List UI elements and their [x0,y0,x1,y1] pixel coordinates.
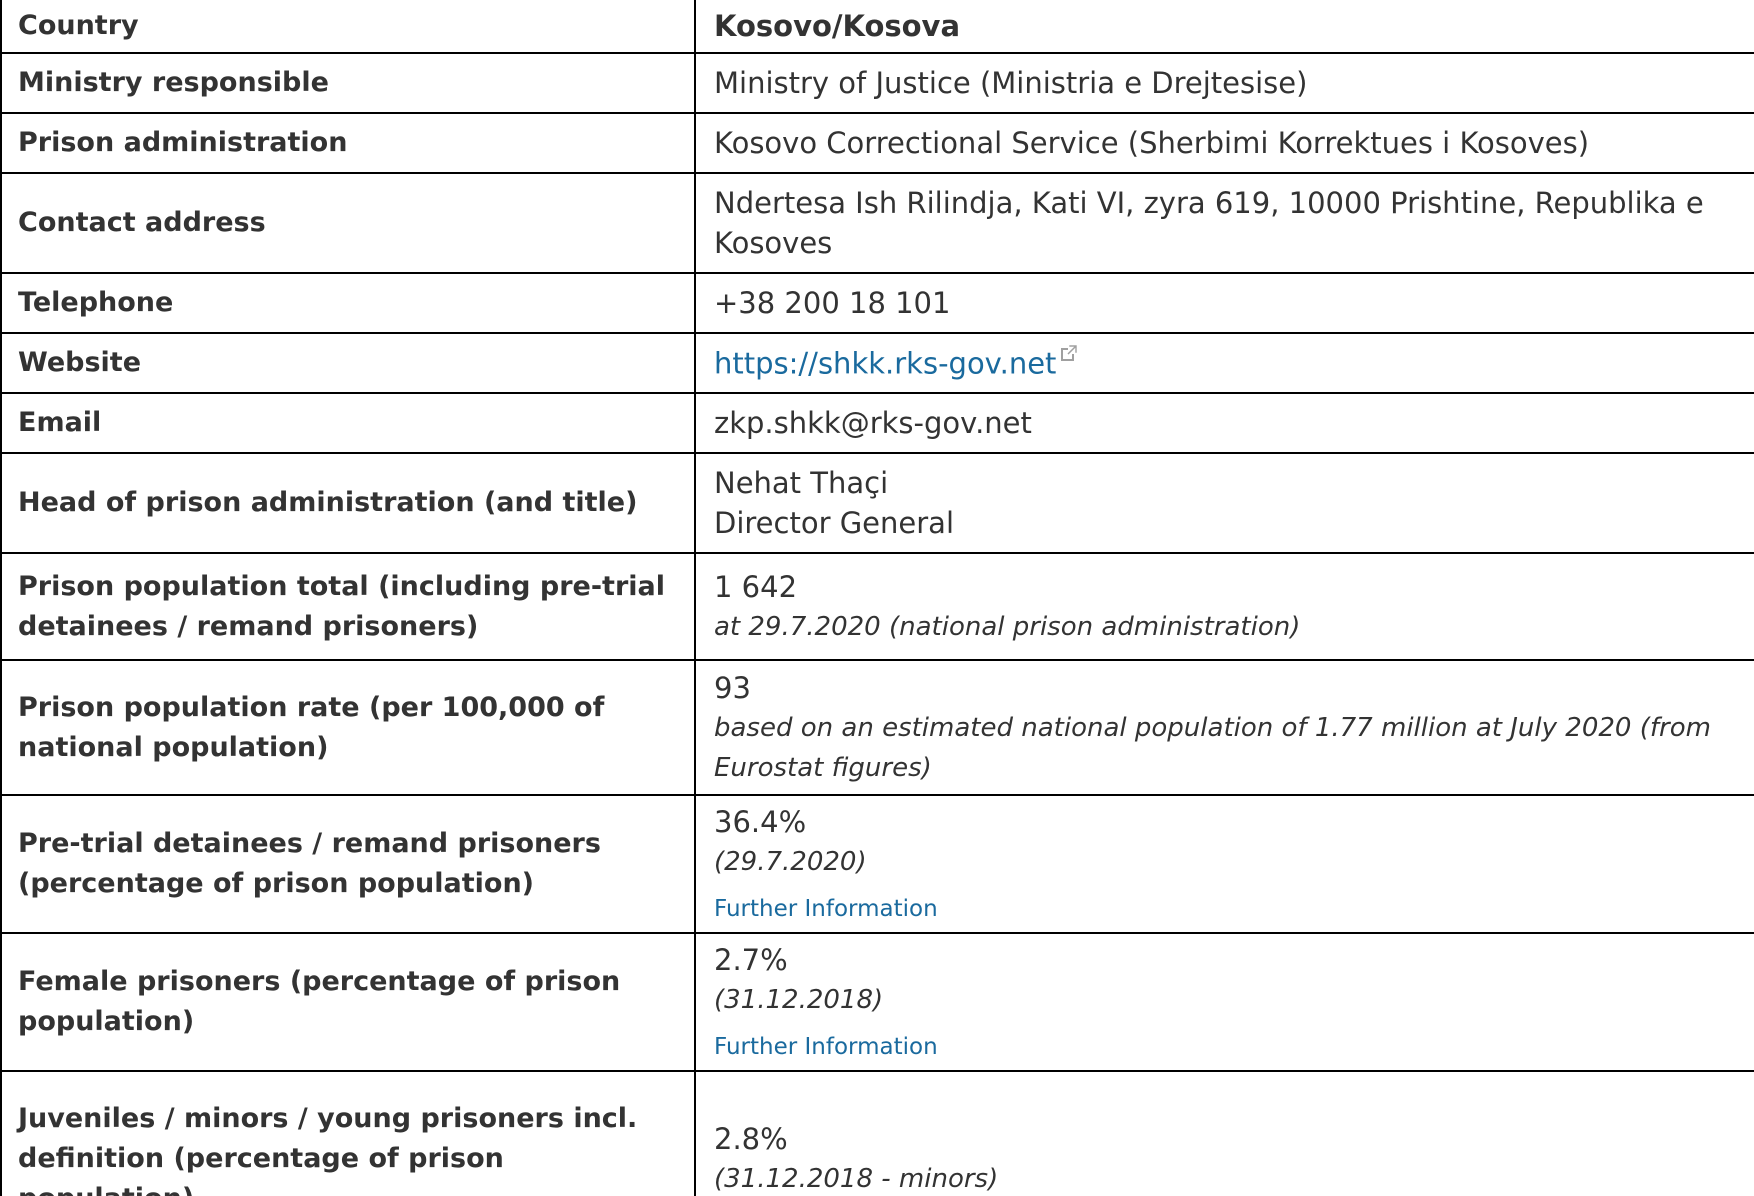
pretrial-value: 36.4% [714,805,807,839]
juveniles-note: (31.12.2018 - minors) [714,1164,999,1194]
row-label-female: Female prisoners (percentage of prison p… [0,932,696,1072]
email-value: zkp.shkk@rks-gov.net [714,406,1032,440]
table-row: Country Kosovo/Kosova [0,0,1754,54]
table-row: Female prisoners (percentage of prison p… [0,932,1754,1072]
row-label-website: Website [0,332,696,394]
female-value: 2.7% [714,943,788,977]
website-link[interactable]: https://shkk.rks-gov.net [714,346,1057,381]
row-label-population-rate: Prison population rate (per 100,000 of n… [0,659,696,796]
table-row: Prison administration Kosovo Correctiona… [0,112,1754,174]
population-rate-note: based on an estimated national populatio… [714,712,1711,783]
table-row: Pre-trial detainees / remand prisoners (… [0,794,1754,934]
table-row: Website https://shkk.rks-gov.net [0,332,1754,394]
table-row: Head of prison administration (and title… [0,452,1754,554]
pretrial-note: (29.7.2020) [714,847,867,877]
table-row: Prison population rate (per 100,000 of n… [0,659,1754,796]
row-label-ministry: Ministry responsible [0,52,696,114]
head-title-value: Director General [714,506,955,540]
contact-address-value: Ndertesa Ish Rilindja, Kati VI, zyra 619… [714,186,1704,260]
population-total-value: 1 642 [714,569,798,604]
row-label-email: Email [0,392,696,454]
further-information-link[interactable]: Further Information [714,1034,938,1060]
table-row: Ministry responsible Ministry of Justice… [0,52,1754,114]
table-row: Telephone +38 200 18 101 [0,272,1754,334]
country-value: Kosovo/Kosova [714,9,961,43]
table-row: Prison population total (including pre-t… [0,552,1754,661]
table-row: Juveniles / minors / young prisoners inc… [0,1070,1754,1196]
female-note: (31.12.2018) [714,985,884,1015]
row-label-pretrial: Pre-trial detainees / remand prisoners (… [0,794,696,934]
prison-administration-value: Kosovo Correctional Service (Sherbimi Ko… [714,126,1590,160]
table-row: Contact address Ndertesa Ish Rilindja, K… [0,172,1754,274]
population-total-note: at 29.7.2020 (national prison administra… [714,611,1301,642]
row-label-population-total: Prison population total (including pre-t… [0,552,696,661]
ministry-value: Ministry of Justice (Ministria e Drejtes… [714,66,1308,100]
row-label-prison-administration: Prison administration [0,112,696,174]
juveniles-value: 2.8% [714,1122,788,1156]
row-label-telephone: Telephone [0,272,696,334]
further-information-link[interactable]: Further Information [714,896,938,922]
external-link-icon [1059,343,1079,363]
row-label-juveniles: Juveniles / minors / young prisoners inc… [0,1070,696,1196]
telephone-value: +38 200 18 101 [714,286,951,320]
row-label-head-of-administration: Head of prison administration (and title… [0,452,696,554]
row-label-country: Country [0,0,696,54]
table-row: Email zkp.shkk@rks-gov.net [0,392,1754,454]
row-label-contact-address: Contact address [0,172,696,274]
head-name-value: Nehat Thaçi [714,466,889,500]
population-rate-value: 93 [714,670,751,705]
